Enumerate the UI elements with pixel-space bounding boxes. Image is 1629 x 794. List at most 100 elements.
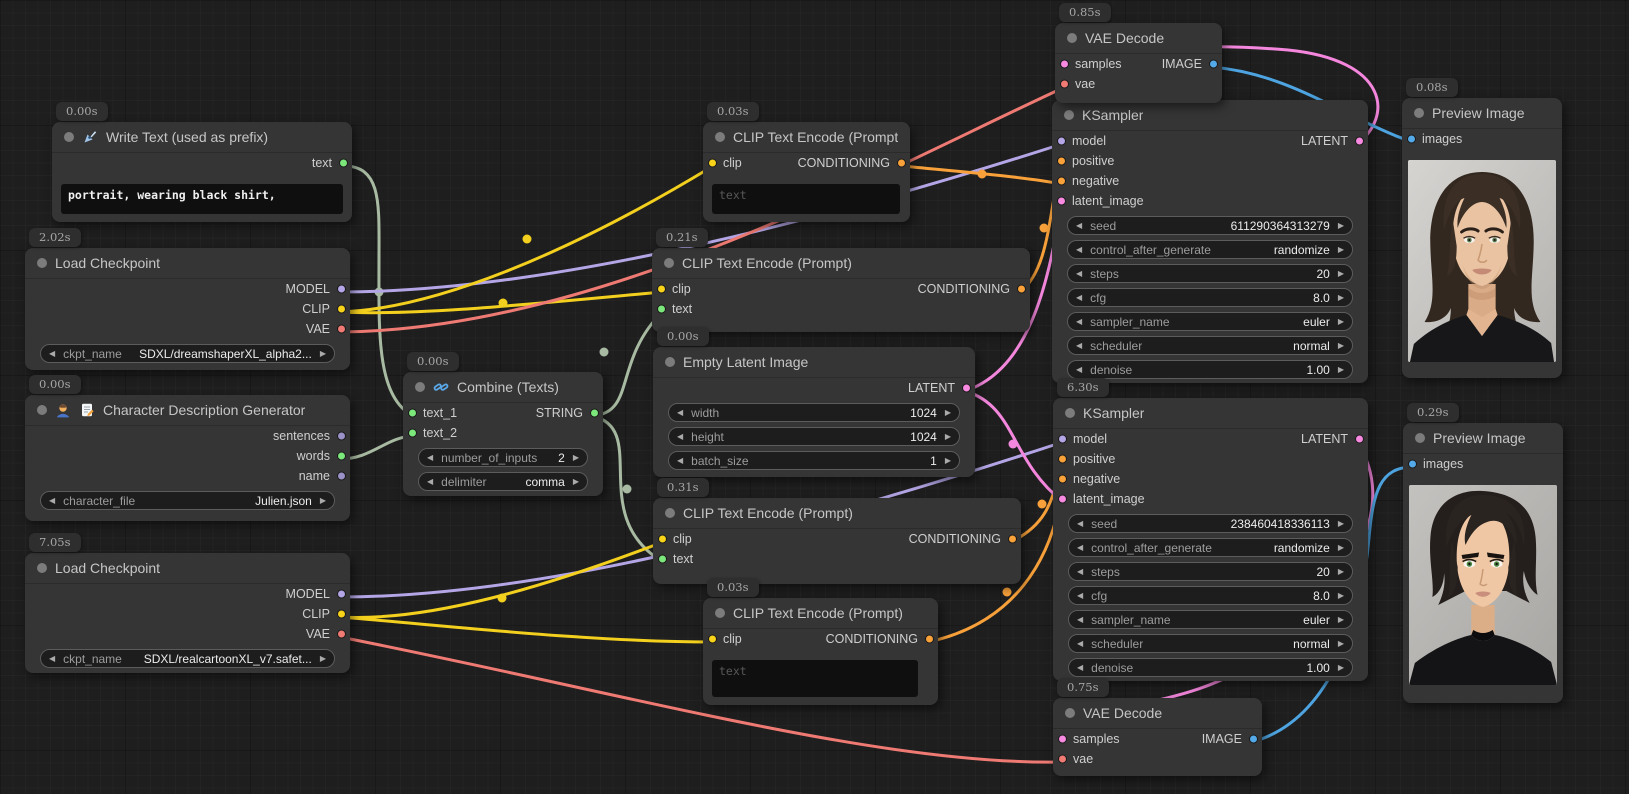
input-port-text[interactable]: [658, 554, 667, 564]
widget-cfg[interactable]: ◀ cfg 8.0 ▶: [1068, 586, 1353, 605]
decrement-arrow-icon[interactable]: ◀: [1077, 662, 1084, 672]
node-vae_decode_2[interactable]: 0.75s VAE Decode samples IMAGE vae: [1053, 678, 1262, 776]
increment-arrow-icon[interactable]: ▶: [1337, 220, 1344, 230]
input-port-positive[interactable]: [1057, 156, 1066, 166]
decrement-arrow-icon[interactable]: ◀: [1076, 220, 1083, 230]
output-port-CONDITIONING[interactable]: [1008, 534, 1017, 544]
collapse-dot[interactable]: [1065, 408, 1075, 418]
increment-arrow-icon[interactable]: ▶: [1337, 292, 1344, 302]
input-port-clip[interactable]: [657, 284, 666, 294]
decrement-arrow-icon[interactable]: ◀: [1077, 614, 1084, 624]
widget-steps[interactable]: ◀ steps 20 ▶: [1068, 562, 1353, 581]
decrement-arrow-icon[interactable]: ◀: [49, 348, 56, 358]
input-port-samples[interactable]: [1060, 59, 1069, 69]
widget-control_after_generate[interactable]: ◀ control_after_generate randomize ▶: [1068, 538, 1353, 557]
node-header[interactable]: KSampler: [1053, 398, 1368, 429]
increment-arrow-icon[interactable]: ▶: [1337, 316, 1344, 326]
node-ksampler_2[interactable]: 6.30s KSampler model LATENT positive negative…: [1053, 378, 1368, 681]
output-port-name[interactable]: [337, 471, 346, 481]
node-load_checkpoint_2[interactable]: 7.05s Load Checkpoint MODEL CLIP VAE ◀ ckpt_na…: [25, 533, 350, 673]
decrement-arrow-icon[interactable]: ◀: [1077, 590, 1084, 600]
node-header[interactable]: Combine (Texts): [403, 372, 603, 403]
decrement-arrow-icon[interactable]: ◀: [1077, 542, 1084, 552]
widget-denoise[interactable]: ◀ denoise 1.00 ▶: [1068, 658, 1353, 677]
decrement-arrow-icon[interactable]: ◀: [677, 431, 684, 441]
increment-arrow-icon[interactable]: ▶: [572, 476, 579, 486]
increment-arrow-icon[interactable]: ▶: [944, 431, 951, 441]
increment-arrow-icon[interactable]: ▶: [1337, 566, 1344, 576]
output-port-VAE[interactable]: [337, 629, 346, 639]
node-header[interactable]: VAE Decode: [1053, 698, 1262, 729]
node-header[interactable]: Load Checkpoint: [25, 248, 350, 279]
output-port-MODEL[interactable]: [337, 589, 346, 599]
decrement-arrow-icon[interactable]: ◀: [677, 407, 684, 417]
collapse-dot[interactable]: [37, 258, 47, 268]
increment-arrow-icon[interactable]: ▶: [319, 653, 326, 663]
decrement-arrow-icon[interactable]: ◀: [1076, 340, 1083, 350]
node-ksampler_1[interactable]: KSampler model LATENT positive negative laten…: [1052, 100, 1368, 383]
node-load_checkpoint_1[interactable]: 2.02s Load Checkpoint MODEL CLIP VAE ◀ ckpt_na…: [25, 228, 350, 370]
input-port-latent_image[interactable]: [1057, 196, 1066, 206]
input-port-clip[interactable]: [708, 158, 717, 168]
output-port-LATENT[interactable]: [962, 383, 971, 393]
input-port-model[interactable]: [1057, 136, 1066, 146]
node-header[interactable]: KSampler: [1052, 100, 1368, 131]
collapse-dot[interactable]: [415, 382, 425, 392]
decrement-arrow-icon[interactable]: ◀: [677, 455, 684, 465]
decrement-arrow-icon[interactable]: ◀: [49, 495, 56, 505]
widget-ckpt_name[interactable]: ◀ ckpt_name SDXL/realcartoonXL_v7.safet...…: [40, 649, 335, 668]
widget-cfg[interactable]: ◀ cfg 8.0 ▶: [1067, 288, 1353, 307]
decrement-arrow-icon[interactable]: ◀: [49, 653, 56, 663]
collapse-dot[interactable]: [64, 132, 74, 142]
input-port-latent_image[interactable]: [1058, 494, 1067, 504]
output-port-MODEL[interactable]: [337, 284, 346, 294]
widget-denoise[interactable]: ◀ denoise 1.00 ▶: [1067, 360, 1353, 379]
node-clip_encode_3[interactable]: 0.31s CLIP Text Encode (Prompt) clip CONDIT…: [653, 478, 1021, 584]
decrement-arrow-icon[interactable]: ◀: [1077, 518, 1084, 528]
widget-delimiter[interactable]: ◀ delimiter comma ▶: [418, 472, 588, 491]
output-port-IMAGE[interactable]: [1249, 734, 1258, 744]
node-header[interactable]: VAE Decode: [1055, 23, 1222, 54]
collapse-dot[interactable]: [1414, 108, 1424, 118]
node-header[interactable]: Preview Image: [1402, 98, 1562, 129]
decrement-arrow-icon[interactable]: ◀: [1077, 566, 1084, 576]
node-clip_encode_4[interactable]: 0.03s CLIP Text Encode (Prompt) clip CONDIT…: [703, 578, 938, 705]
increment-arrow-icon[interactable]: ▶: [319, 348, 326, 358]
decrement-arrow-icon[interactable]: ◀: [1076, 244, 1083, 254]
output-port-words[interactable]: [337, 451, 346, 461]
decrement-arrow-icon[interactable]: ◀: [1076, 268, 1083, 278]
input-port-positive[interactable]: [1058, 454, 1067, 464]
node-header[interactable]: Empty Latent Image: [653, 347, 975, 378]
node-preview_1[interactable]: 0.08s Preview Image images: [1402, 78, 1562, 378]
widget-number_of_inputs[interactable]: ◀ number_of_inputs 2 ▶: [418, 448, 588, 467]
node-header[interactable]: CLIP Text Encode (Prompt): [652, 248, 1030, 279]
widget-sampler_name[interactable]: ◀ sampler_name euler ▶: [1068, 610, 1353, 629]
widget-scheduler[interactable]: ◀ scheduler normal ▶: [1067, 336, 1353, 355]
input-port-negative[interactable]: [1058, 474, 1067, 484]
output-port-LATENT[interactable]: [1355, 434, 1364, 444]
decrement-arrow-icon[interactable]: ◀: [427, 476, 434, 486]
output-port-CONDITIONING[interactable]: [897, 158, 906, 168]
output-port-CLIP[interactable]: [337, 609, 346, 619]
widget-seed[interactable]: ◀ seed 238460418336113 ▶: [1068, 514, 1353, 533]
increment-arrow-icon[interactable]: ▶: [1337, 518, 1344, 528]
node-write_text[interactable]: 0.00s Write Text (used as prefix) text port…: [52, 102, 352, 222]
input-port-clip[interactable]: [658, 534, 667, 544]
collapse-dot[interactable]: [1064, 110, 1074, 120]
node-character_generator[interactable]: 0.00s Character Description Generator sent…: [25, 375, 350, 521]
prompt-textarea[interactable]: text: [712, 660, 918, 697]
input-port-vae[interactable]: [1060, 79, 1069, 89]
node-header[interactable]: CLIP Text Encode (Prompt): [703, 598, 938, 629]
output-port-sentences[interactable]: [337, 431, 346, 441]
widget-character_file[interactable]: ◀ character_file Julien.json ▶: [40, 491, 335, 510]
node-header[interactable]: Load Checkpoint: [25, 553, 350, 584]
widget-ckpt_name[interactable]: ◀ ckpt_name SDXL/dreamshaperXL_alpha2... ▶: [40, 344, 335, 363]
decrement-arrow-icon[interactable]: ◀: [427, 452, 434, 462]
output-port-STRING[interactable]: [590, 408, 599, 418]
increment-arrow-icon[interactable]: ▶: [944, 407, 951, 417]
decrement-arrow-icon[interactable]: ◀: [1076, 316, 1083, 326]
input-port-clip[interactable]: [708, 634, 717, 644]
collapse-dot[interactable]: [715, 132, 725, 142]
widget-scheduler[interactable]: ◀ scheduler normal ▶: [1068, 634, 1353, 653]
